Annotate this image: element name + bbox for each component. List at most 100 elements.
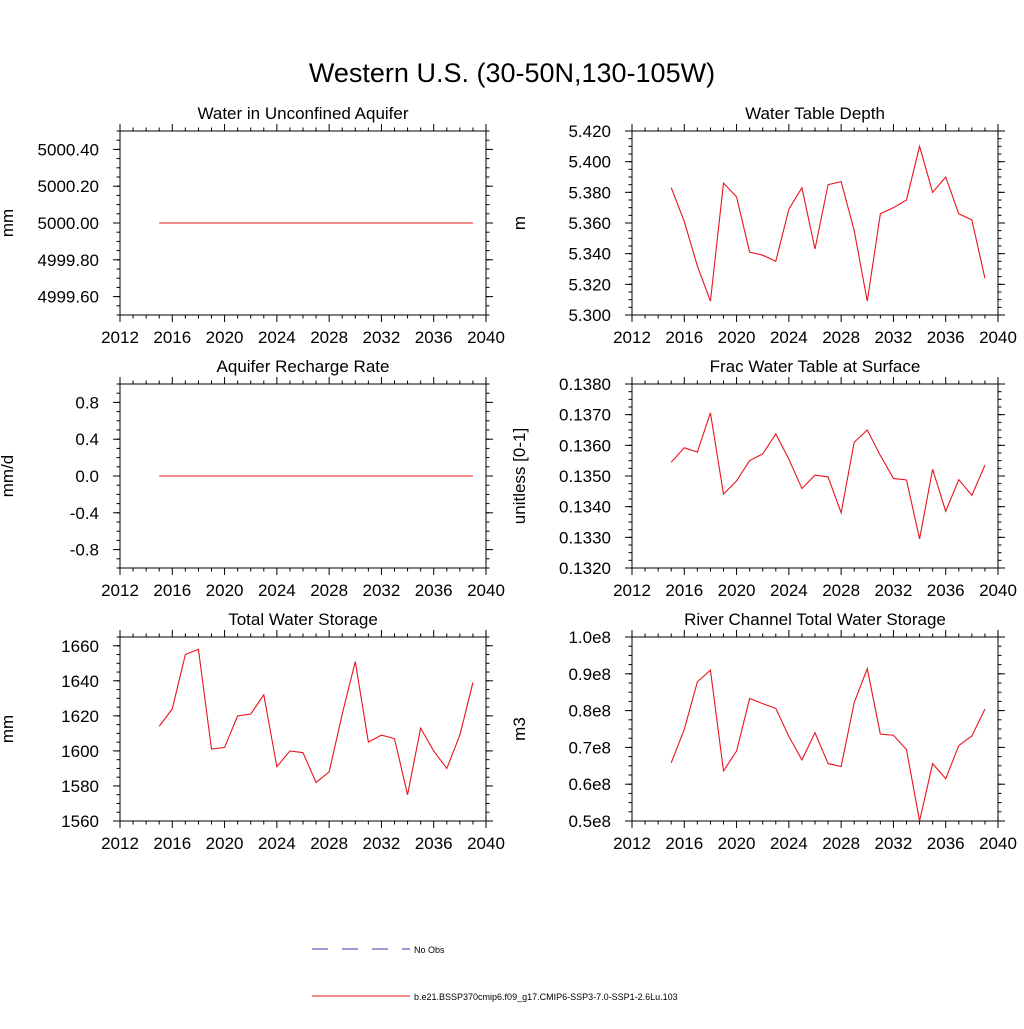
x-tick-label: 2016 (665, 328, 703, 347)
y-axis-label: unitless [0-1] (510, 428, 529, 524)
x-tick-label: 2020 (718, 328, 756, 347)
x-tick-label: 2016 (153, 581, 191, 600)
y-tick-label: 5.360 (568, 214, 611, 233)
y-tick-label: 5000.00 (38, 214, 99, 233)
y-tick-label: 1640 (61, 672, 99, 691)
plot-frame (631, 636, 999, 822)
x-tick-label: 2040 (467, 834, 505, 853)
y-tick-label: 5.400 (568, 153, 611, 172)
plot-frame (119, 636, 487, 822)
series-line (670, 412, 986, 539)
y-tick-label: 1.0e8 (568, 628, 611, 647)
x-tick-label: 2036 (927, 581, 965, 600)
y-tick-label: 5.300 (568, 306, 611, 325)
chart-panel-5: Total Water Storage mm 2012 2016 2020 2024 202… (0, 610, 505, 853)
y-axis-label: mm (0, 209, 17, 237)
chart-title: Total Water Storage (228, 610, 378, 629)
x-tick-label: 2032 (363, 834, 401, 853)
y-tick-label: 5000.40 (38, 140, 99, 159)
x-tick-label: 2032 (363, 581, 401, 600)
y-tick-label: 0.4 (75, 430, 99, 449)
x-tick-label: 2036 (927, 834, 965, 853)
x-tick-label: 2036 (415, 328, 453, 347)
y-tick-label: 5.420 (568, 122, 611, 141)
y-tick-label: 1660 (61, 637, 99, 656)
plot-frame (631, 383, 999, 569)
x-tick-label: 2020 (206, 834, 244, 853)
chart-title: River Channel Total Water Storage (684, 610, 946, 629)
y-tick-label: 5.320 (568, 275, 611, 294)
y-tick-label: 1600 (61, 742, 99, 761)
x-tick-label: 2024 (258, 581, 296, 600)
y-tick-label: 0.9e8 (568, 665, 611, 684)
y-tick-label: 0.8e8 (568, 702, 611, 721)
x-tick-label: 2040 (467, 328, 505, 347)
plot-frame (631, 130, 999, 316)
series-line (158, 648, 474, 795)
chart-panel-3: Aquifer Recharge Rate mm/d 2012 2016 2020 202… (0, 357, 505, 600)
y-tick-label: 4999.80 (38, 251, 99, 270)
y-tick-label: 5.340 (568, 245, 611, 264)
x-tick-label: 2024 (770, 581, 808, 600)
y-tick-label: 5000.20 (38, 177, 99, 196)
x-tick-label: 2012 (613, 581, 651, 600)
y-tick-label: 0.1350 (559, 467, 611, 486)
x-tick-label: 2024 (258, 328, 296, 347)
y-tick-label: 0.1380 (559, 375, 611, 394)
x-tick-label: 2032 (363, 328, 401, 347)
chart-panel-1: Water in Unconfined Aquifer mm 2012 2016 202… (0, 104, 505, 347)
y-tick-label: 0.1370 (559, 406, 611, 425)
x-tick-label: 2016 (153, 834, 191, 853)
x-tick-label: 2028 (310, 581, 348, 600)
y-axis-label: mm/d (0, 455, 17, 498)
y-tick-label: 0.8 (75, 393, 99, 412)
x-tick-label: 2032 (875, 834, 913, 853)
x-tick-label: 2040 (979, 834, 1017, 853)
y-tick-label: 1580 (61, 777, 99, 796)
x-tick-label: 2032 (875, 581, 913, 600)
y-axis-label: m3 (510, 717, 529, 741)
x-tick-label: 2012 (101, 834, 139, 853)
x-tick-label: 2020 (718, 834, 756, 853)
y-tick-label: -0.8 (70, 541, 99, 560)
x-tick-label: 2020 (718, 581, 756, 600)
x-tick-label: 2036 (415, 581, 453, 600)
x-tick-label: 2028 (822, 328, 860, 347)
x-tick-label: 2040 (979, 328, 1017, 347)
y-tick-label: -0.4 (70, 504, 99, 523)
x-tick-label: 2036 (415, 834, 453, 853)
y-tick-label: 0.1340 (559, 498, 611, 517)
x-tick-label: 2020 (206, 328, 244, 347)
y-axis-label: m (510, 216, 529, 230)
x-tick-label: 2036 (927, 328, 965, 347)
chart-panel-4: Frac Water Table at Surface unitless [0-1… (510, 357, 1017, 600)
y-tick-label: 0.5e8 (568, 812, 611, 831)
y-tick-label: 5.380 (568, 183, 611, 202)
x-tick-label: 2028 (822, 834, 860, 853)
figure-title: Western U.S. (30-50N,130-105W) (309, 58, 715, 88)
x-tick-label: 2012 (101, 581, 139, 600)
x-tick-label: 2012 (101, 328, 139, 347)
legend-label-model-run: b.e21.BSSP370cmip6.f09_g17.CMIP6-SSP3-7.… (414, 992, 678, 1002)
x-tick-label: 2020 (206, 581, 244, 600)
x-tick-label: 2040 (467, 581, 505, 600)
y-tick-label: 0.0 (75, 467, 99, 486)
x-tick-label: 2024 (770, 328, 808, 347)
x-tick-label: 2032 (875, 328, 913, 347)
chart-title: Frac Water Table at Surface (710, 357, 921, 376)
legend-entry-no-obs: No Obs (312, 945, 445, 955)
y-tick-label: 0.7e8 (568, 738, 611, 757)
legend-entry-model-run: b.e21.BSSP370cmip6.f09_g17.CMIP6-SSP3-7.… (312, 992, 678, 1002)
x-tick-label: 2024 (770, 834, 808, 853)
x-tick-label: 2016 (153, 328, 191, 347)
x-tick-label: 2024 (258, 834, 296, 853)
x-tick-label: 2028 (310, 834, 348, 853)
x-tick-label: 2028 (310, 328, 348, 347)
legend: No Obs b.e21.BSSP370cmip6.f09_g17.CMIP6-… (312, 945, 678, 1002)
y-tick-label: 0.1320 (559, 559, 611, 578)
y-tick-label: 1620 (61, 707, 99, 726)
x-tick-label: 2012 (613, 328, 651, 347)
chart-title: Water in Unconfined Aquifer (197, 104, 408, 123)
y-tick-label: 0.1330 (559, 528, 611, 547)
